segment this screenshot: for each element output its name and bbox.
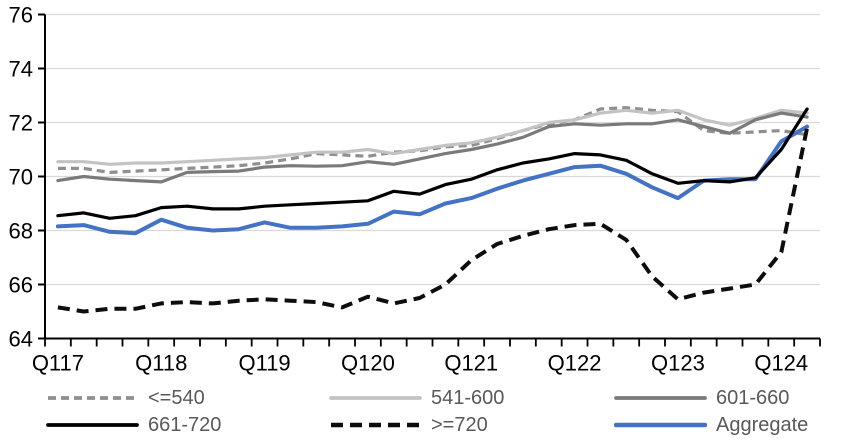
svg-text:Q120: Q120	[341, 351, 395, 376]
legend-label: 601-660	[716, 386, 790, 409]
chart-legend: <=540 541-600 601-660 661-720 >=720	[0, 383, 852, 441]
legend-label: 661-720	[148, 413, 222, 436]
svg-text:66: 66	[9, 273, 33, 298]
plot-area: 64 66 68 70 72 74 76 Q117 Q118 Q119 Q120 Q121 Q122 Q1…	[9, 3, 821, 376]
legend-item-601-660: 601-660	[614, 385, 789, 411]
dark-gray-line-swatch	[614, 396, 707, 400]
svg-text:Q118: Q118	[135, 351, 187, 376]
svg-text:Q122: Q122	[548, 351, 602, 376]
legend-item-541-600: 541-600	[329, 385, 504, 411]
svg-text:Q119: Q119	[238, 351, 290, 376]
dashed-black-line-swatch	[331, 422, 420, 428]
svg-text:68: 68	[9, 219, 33, 244]
legend-label: >=720	[431, 413, 488, 436]
svg-text:Q121: Q121	[444, 351, 498, 376]
legend-item-661-720: 661-720	[46, 412, 221, 438]
svg-text:74: 74	[9, 57, 33, 82]
legend-item-gte-720: >=720	[329, 412, 488, 438]
legend-item-aggregate: Aggregate	[614, 412, 808, 438]
svg-text:Q123: Q123	[651, 351, 705, 376]
legend-label: Aggregate	[716, 413, 809, 436]
legend-row-2: 661-720 >=720 Aggregate	[0, 412, 852, 438]
svg-text:Q124: Q124	[754, 351, 808, 376]
dashed-gray-line-swatch	[48, 396, 137, 400]
series-line->=720	[57, 127, 810, 314]
blue-line-swatch	[614, 422, 707, 428]
svg-text:64: 64	[9, 327, 33, 352]
series-line-661-720	[56, 107, 809, 220]
legend-item-lte-540: <=540	[46, 385, 205, 411]
black-line-swatch	[46, 423, 139, 427]
legend-label: <=540	[148, 386, 205, 409]
svg-text:76: 76	[9, 3, 33, 28]
svg-text:Q117: Q117	[32, 351, 84, 376]
legend-label: 541-600	[431, 386, 505, 409]
light-gray-line-swatch	[329, 396, 422, 400]
svg-text:70: 70	[9, 165, 33, 190]
series-line-601-660	[56, 111, 809, 184]
series-line-541-600	[56, 108, 809, 166]
svg-text:72: 72	[9, 111, 33, 136]
series-line-Aggregate	[55, 124, 810, 236]
legend-row-1: <=540 541-600 601-660	[0, 385, 852, 411]
